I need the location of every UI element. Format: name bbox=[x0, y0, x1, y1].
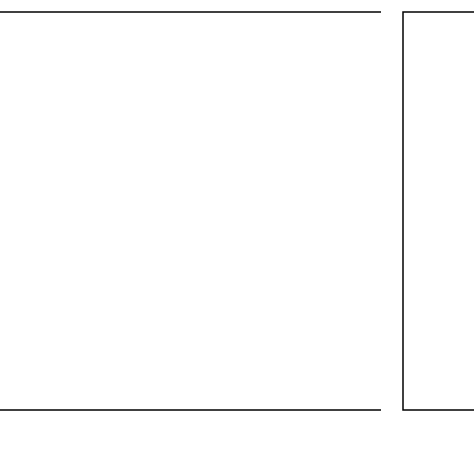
dos-frame bbox=[402, 11, 474, 411]
frames bbox=[0, 11, 474, 411]
